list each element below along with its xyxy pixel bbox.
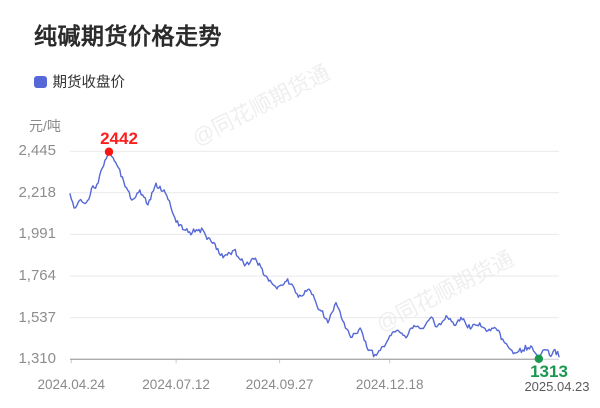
svg-text:@同花顺期货通: @同花顺期货通	[372, 247, 517, 337]
svg-text:@同花顺期货通: @同花顺期货通	[188, 61, 333, 151]
